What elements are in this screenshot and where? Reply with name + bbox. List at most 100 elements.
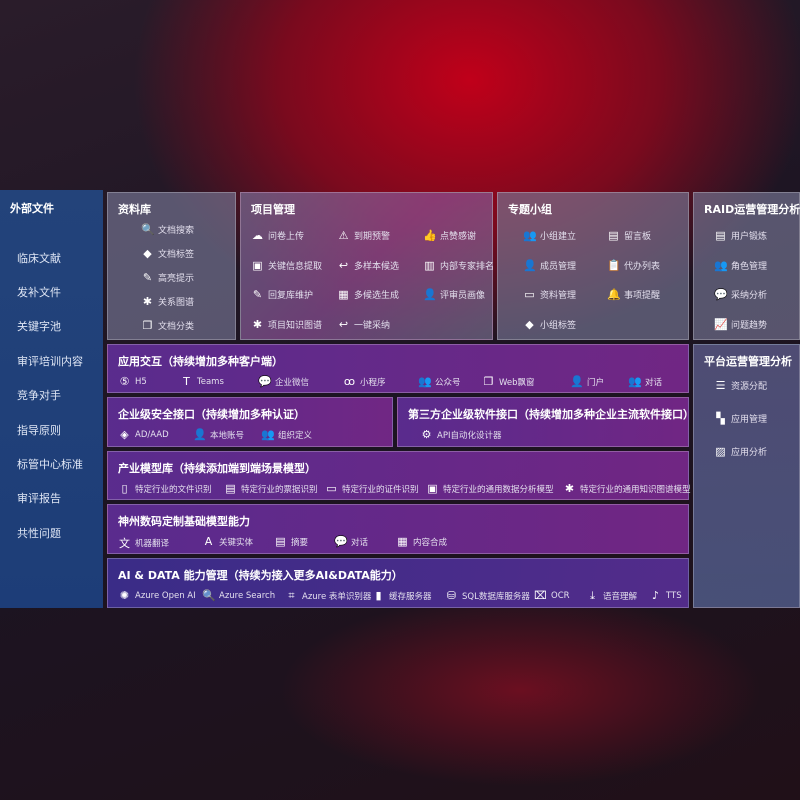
local-account-icon: 👤 [193,428,207,441]
feature-label: 关系图谱 [158,298,195,308]
tts-icon: ♪ [651,589,660,602]
ai-data-panel: AI & DATA 能力管理（持续为接入更多AI&DATA能力） ✺ Azure … [107,558,689,608]
panel-title: 神州数码定制基础模型能力 [118,515,250,528]
sidebar-item[interactable]: 竞争对手 [17,389,61,402]
trend-icon: 📈 [714,317,728,331]
feature-item: ✎ 回复库维护 [251,288,313,301]
sidebar-item[interactable]: 发补文件 [17,286,61,299]
window-icon: ▣ [252,258,263,272]
feature-label: 缓存服务器 [389,591,432,602]
feature-item: ▤ 用户锻炼 [714,229,767,242]
reply-icon: ↩ [338,317,349,331]
feature-item: 🔔 事项提醒 [607,288,660,301]
feature-item: ☁ 问卷上传 [251,229,304,242]
sidebar-item[interactable]: 共性问题 [17,527,61,540]
folder-icon: ▭ [524,288,535,301]
feature-item: 👥 组织定义 [261,428,312,441]
miniprogram-icon: ꝏ [343,375,356,388]
feature-label: SQL数据库服务器 [462,591,530,602]
platform-panel: 平台运营管理分析 ☰ 资源分配 ▚ 应用管理 ▨ 应用分析 [693,344,800,608]
feature-item: 🔍 文档搜索 [141,223,194,236]
feature-label: Azure 表单识别器 [302,592,372,602]
feature-item: ▭ 资料管理 [523,288,576,301]
feature-label: 应用分析 [731,448,768,458]
feature-label: 内部专家排名 [440,261,495,272]
sidebar-item[interactable]: 审评报告 [17,492,61,505]
raid-panel: RAID运营管理分析 ▤ 用户锻炼 👥 角色管理 💬 采纳分析 📈 问题趋势 [693,192,800,340]
feature-label: 资料管理 [540,291,577,301]
feature-label: 问题趋势 [731,320,768,331]
feature-item: ✱ 关系图谱 [141,295,194,308]
chart-icon: ▨ [715,445,726,458]
gear-icon: ⚙ [421,428,432,441]
feature-item: ❐ 文档分类 [141,319,194,332]
file-icon: ▯ [121,482,128,495]
feature-item: ▥ 内部专家排名 [423,259,494,272]
panel-title: AI & DATA 能力管理（持续为接入更多AI&DATA能力） [118,569,403,582]
feature-item: 👤 成员管理 [523,259,576,272]
sidebar-item[interactable]: 标管中心标准 [17,458,83,471]
cloud-upload-icon: ☁ [252,229,263,242]
feature-item: ✺ Azure Open AI [118,589,196,602]
qa-icon: 💬 [714,288,728,301]
copy-icon: ❐ [142,319,153,332]
feature-item: 📋 代办列表 [607,259,660,272]
feature-label: 摘要 [291,537,309,548]
ocr-icon: ⌧ [534,589,547,602]
feature-label: 关键实体 [219,537,254,548]
group-panel: 专题小组 👥 小组建立 ▤ 留言板 👤 成员管理 📋 代办列表 ▭ 资料管理 🔔 事项提醒 ◆ 小组标签 [497,192,689,340]
graph-icon: ✱ [564,482,575,495]
feature-item: ◈ AD/AAD [118,428,168,441]
feature-item: ▨ 应用分析 [714,445,767,458]
feature-item: ⚠ 到期预警 [337,229,390,242]
feature-item: 👥 对话 [628,375,662,388]
feature-item: 👤 门户 [570,375,604,388]
feature-label: 代办列表 [624,261,661,272]
feature-label: 到期预警 [354,232,391,242]
security-panel: 企业级安全接口（持续增加多种认证） ◈ AD/AAD 👤 本地账号 👥 组织定义 [107,397,393,447]
feature-label: 资源分配 [731,382,768,392]
feature-label: 语音理解 [603,592,638,602]
feature-item: 文机器翻译 [118,535,169,551]
sidebar-item[interactable]: 审评培训内容 [17,355,83,368]
sidebar-item[interactable]: 临床文献 [17,252,61,265]
panel-title: 项目管理 [251,203,295,216]
feature-item: 👥 角色管理 [714,259,767,272]
puzzle-icon: ▦ [338,288,349,301]
sidebar-item[interactable]: 指导原则 [17,424,61,437]
feature-label: 点赞感谢 [440,232,477,242]
feature-label: Azure Open AI [135,590,196,601]
feature-item: ❐ Web飘窗 [482,375,535,388]
feature-item: ▣ 关键信息提取 [251,259,322,272]
feature-label: 文档分类 [158,322,195,332]
feature-item: ▮ 缓存服务器 [372,589,432,602]
sidebar-item[interactable]: 关键字池 [17,320,61,333]
panel-title: 平台运营管理分析 [704,355,792,368]
feature-item: ⚙ API自动化设计器 [420,428,502,441]
project-panel: 项目管理 ☁ 问卷上传 ⚠ 到期预警 👍 点赞感谢 ▣ 关键信息提取 ↩ 多样本候选 ▥ 内部专家排名… [240,192,494,340]
feature-item: 👍 点赞感谢 [423,229,476,242]
tag-icon: ◆ [143,247,152,260]
clipboard-icon: 📋 [607,258,621,272]
panel-title: RAID运营管理分析 [704,203,800,216]
feature-item: 💬 企业微信 [258,375,309,388]
feature-item: ꝏ 小程序 [343,375,386,388]
feature-item: 👥 小组建立 [523,229,576,242]
window-icon: ❐ [483,375,494,388]
form-recognizer-icon: ⌗ [288,589,295,602]
base-model-panel: 神州数码定制基础模型能力 文机器翻译 A 关键实体 ▤ 摘要 💬 对话 ▦ 内容合成 [107,504,689,554]
feature-label: 问卷上传 [268,232,305,242]
panel-title: 外部文件 [10,202,54,215]
data-analysis-icon: ▣ [427,482,438,495]
panel-title: 第三方企业级软件接口（持续增加多种企业主流软件接口） [408,408,694,421]
pen-icon: ✎ [252,288,263,301]
receipt-icon: ▤ [225,482,236,495]
feature-label: 多候选生成 [354,291,400,301]
feature-label: 成员管理 [540,261,577,272]
feature-label: 门户 [587,377,605,388]
reply-icon: ↩ [338,258,349,272]
feature-item: ✎ 高亮提示 [141,271,194,284]
feature-label: 高亮提示 [158,274,195,284]
feature-label: 对话 [351,537,369,548]
feature-label: 关键信息提取 [268,261,323,272]
